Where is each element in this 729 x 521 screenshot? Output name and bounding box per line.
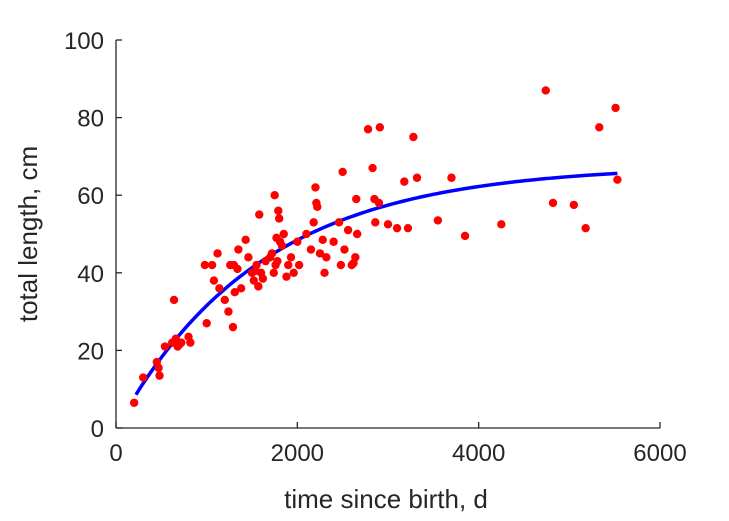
- data-point: [154, 363, 163, 373]
- data-point: [409, 132, 418, 142]
- data-point: [548, 198, 558, 208]
- data-point: [541, 86, 550, 95]
- data-point: [306, 245, 316, 254]
- data-point: [375, 123, 385, 132]
- y-tick-label: 0: [91, 416, 104, 443]
- x-axis-label: time since birth, d: [284, 484, 488, 514]
- data-point: [254, 282, 263, 291]
- data-point: [293, 237, 302, 246]
- x-tick-label: 6000: [633, 440, 686, 467]
- data-point: [447, 173, 456, 182]
- data-point: [279, 229, 288, 239]
- data-point: [241, 235, 250, 245]
- y-tick-label: 60: [77, 183, 104, 210]
- data-point: [460, 231, 470, 241]
- data-point: [334, 218, 344, 227]
- scatter-points-layer: [129, 86, 622, 407]
- data-point: [269, 268, 278, 277]
- data-point: [277, 241, 287, 250]
- data-point: [284, 260, 293, 270]
- data-point: [236, 284, 246, 293]
- data-point: [351, 253, 360, 262]
- data-point: [294, 260, 304, 270]
- y-tick-label: 100: [64, 28, 104, 55]
- data-point: [230, 288, 239, 297]
- data-point: [233, 264, 242, 274]
- data-point: [363, 125, 373, 134]
- data-point: [315, 249, 325, 258]
- data-point: [318, 235, 327, 245]
- x-tick-label: 0: [109, 440, 122, 467]
- y-tick-label: 80: [77, 106, 104, 133]
- data-point: [186, 338, 195, 347]
- data-point: [581, 223, 590, 233]
- data-point: [228, 322, 238, 332]
- data-point: [412, 173, 422, 182]
- axes: 0 2000 4000 6000 0 20 40 60 80 100: [64, 28, 687, 467]
- data-point: [282, 272, 291, 281]
- data-point: [252, 260, 261, 270]
- data-point: [169, 295, 179, 305]
- data-point: [613, 175, 622, 184]
- data-point: [200, 260, 210, 270]
- data-point: [338, 167, 347, 177]
- data-point: [313, 202, 322, 212]
- x-tick-label: 4000: [452, 440, 505, 467]
- x-tick-label: 2000: [271, 440, 324, 467]
- data-point: [244, 253, 253, 262]
- data-point: [595, 123, 604, 132]
- data-point: [286, 253, 296, 262]
- data-point: [340, 245, 349, 254]
- data-point: [207, 260, 217, 270]
- data-point: [224, 307, 233, 316]
- y-tick-label: 20: [77, 338, 104, 365]
- data-point: [289, 268, 298, 277]
- y-axis-label: total length, cm: [13, 146, 43, 322]
- data-point: [213, 249, 222, 258]
- data-point: [329, 237, 338, 246]
- fit-curve-layer: [134, 171, 618, 396]
- data-point: [215, 284, 224, 293]
- data-point: [311, 183, 320, 192]
- data-point: [160, 342, 170, 351]
- data-point: [249, 276, 259, 285]
- data-point: [343, 225, 353, 235]
- data-point: [371, 218, 380, 227]
- data-point: [255, 210, 264, 219]
- data-point: [400, 177, 409, 186]
- data-point: [302, 229, 311, 239]
- data-point: [322, 253, 331, 262]
- data-point: [433, 216, 443, 225]
- data-point: [139, 373, 148, 382]
- data-point: [352, 229, 362, 239]
- data-point: [336, 260, 346, 270]
- data-point: [392, 223, 402, 233]
- data-point: [155, 371, 164, 380]
- data-point: [309, 218, 318, 227]
- data-point: [270, 191, 279, 200]
- data-point: [209, 276, 219, 285]
- data-point: [374, 198, 384, 208]
- data-point: [258, 274, 268, 283]
- data-point: [220, 295, 229, 305]
- data-point: [275, 214, 284, 223]
- data-point: [129, 398, 139, 407]
- data-point: [320, 268, 329, 277]
- data-point: [202, 319, 211, 328]
- data-point: [352, 194, 361, 204]
- data-point: [267, 249, 277, 258]
- data-point: [403, 223, 413, 233]
- data-point: [611, 103, 620, 113]
- data-point: [569, 200, 579, 210]
- data-point: [383, 220, 393, 229]
- data-point: [177, 338, 186, 347]
- data-point: [368, 163, 377, 173]
- data-point: [274, 206, 283, 215]
- data-point: [497, 220, 506, 229]
- y-tick-label: 40: [77, 261, 104, 288]
- data-point: [273, 256, 282, 266]
- fit-curve-line: [134, 171, 618, 396]
- data-point: [234, 245, 243, 254]
